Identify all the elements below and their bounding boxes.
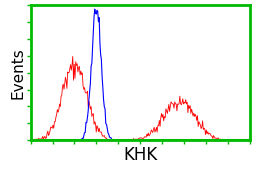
X-axis label: KHK: KHK [123, 146, 157, 164]
Y-axis label: Events: Events [10, 47, 25, 99]
